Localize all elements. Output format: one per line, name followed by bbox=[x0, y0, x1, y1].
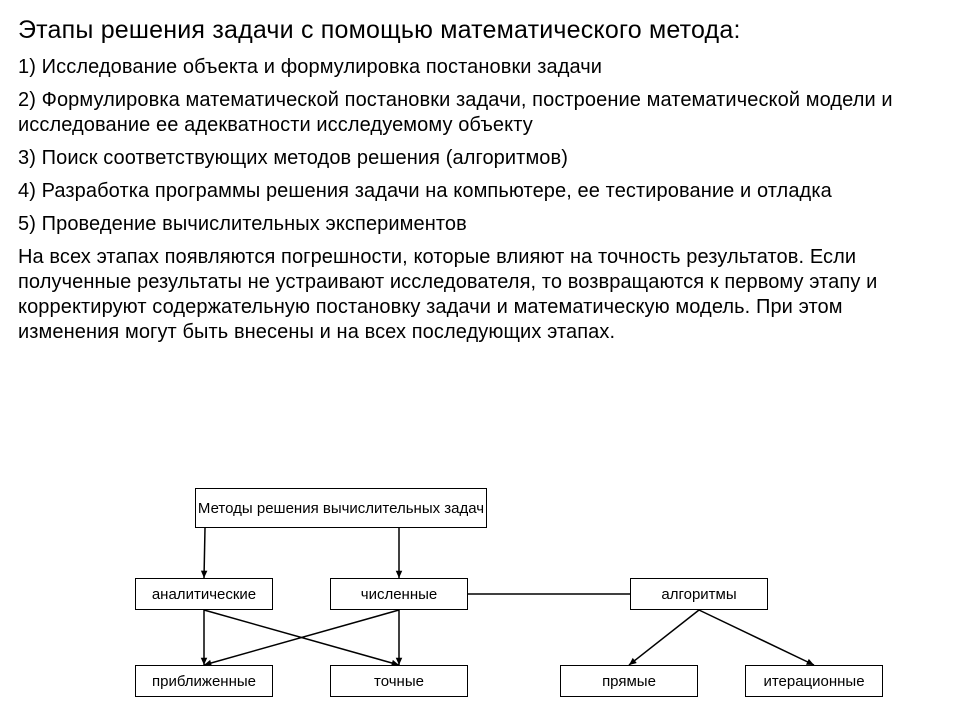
text-content: Этапы решения задачи с помощью математич… bbox=[0, 0, 960, 345]
node-approx: приближенные bbox=[135, 665, 273, 697]
methods-diagram: Методы решения вычислительных задач анали… bbox=[0, 480, 960, 720]
node-iterative: итерационные bbox=[745, 665, 883, 697]
paragraph-5: 5) Проведение вычислительных эксперимент… bbox=[18, 212, 942, 237]
paragraph-4: 4) Разработка программы решения задачи н… bbox=[18, 179, 942, 204]
node-direct: прямые bbox=[560, 665, 698, 697]
page-title: Этапы решения задачи с помощью математич… bbox=[18, 16, 942, 45]
paragraph-2: 2) Формулировка математической постановк… bbox=[18, 88, 942, 138]
paragraph-6: На всех этапах появляются погрешности, к… bbox=[18, 245, 942, 345]
node-exact: точные bbox=[330, 665, 468, 697]
paragraph-1: 1) Исследование объекта и формулировка п… bbox=[18, 55, 942, 80]
node-analytic: аналитические bbox=[135, 578, 273, 610]
node-algorithms: алгоритмы bbox=[630, 578, 768, 610]
node-numeric: численные bbox=[330, 578, 468, 610]
paragraph-3: 3) Поиск соответствующих методов решения… bbox=[18, 146, 942, 171]
node-root: Методы решения вычислительных задач bbox=[195, 488, 487, 528]
